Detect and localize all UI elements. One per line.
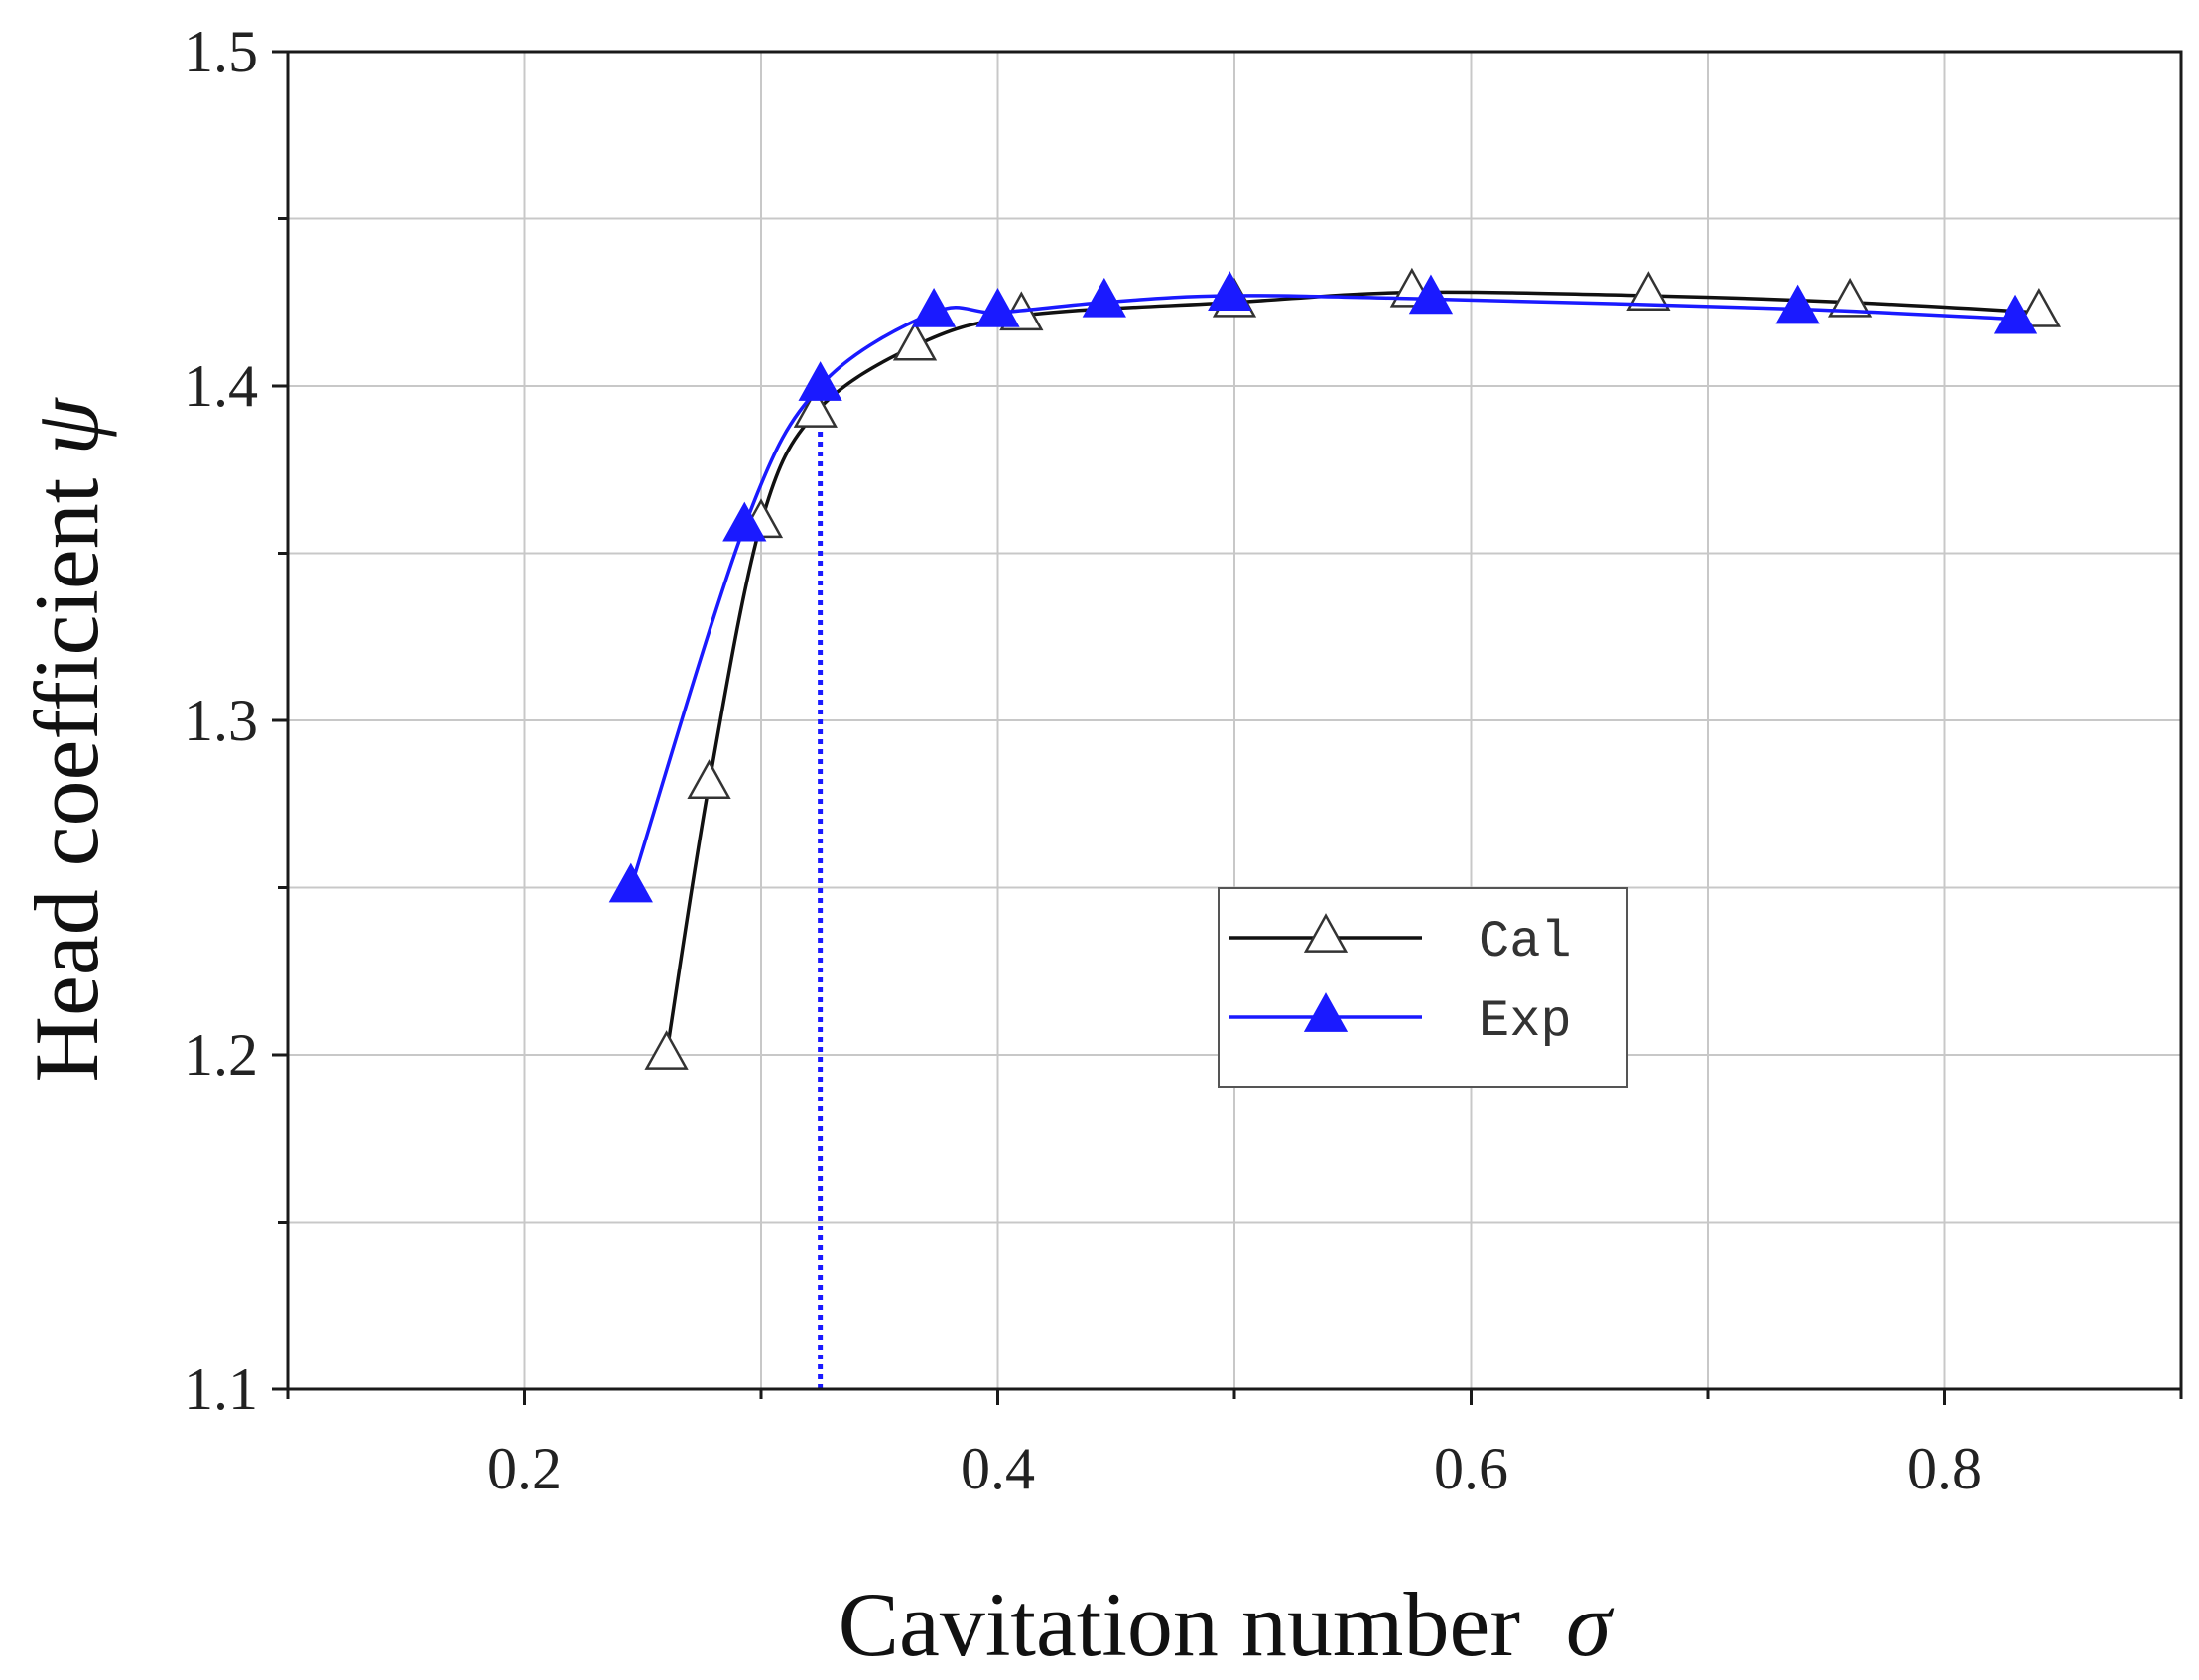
y-axis-title: Head coefficient ψ (16, 397, 117, 1083)
data-point-exp (911, 287, 957, 327)
y-tick-label: 1.3 (184, 688, 258, 753)
x-tick-label: 0.4 (961, 1436, 1035, 1501)
data-point-cal (1827, 277, 1873, 318)
y-tick-label: 1.1 (184, 1357, 258, 1422)
data-point-exp (1082, 277, 1126, 318)
data-point-cal (892, 321, 938, 361)
legend: Cal Exp (1218, 887, 1628, 1088)
data-point-cal (2016, 287, 2062, 327)
legend-box (1218, 887, 1628, 1088)
x-axis-title: Cavitation number σ (839, 1574, 1615, 1675)
legend-label-exp: Exp (1479, 992, 1572, 1051)
y-tick-label: 1.5 (184, 19, 258, 84)
data-point-cal (793, 388, 838, 428)
x-tick-label: 0.6 (1434, 1436, 1508, 1501)
x-tick-label: 0.2 (487, 1436, 562, 1501)
data-point-exp (722, 501, 767, 542)
data-point-exp (1993, 294, 2038, 334)
x-axis-title-text: Cavitation number (839, 1574, 1566, 1675)
data-point-cal (687, 759, 731, 799)
series-line-exp (629, 294, 2016, 889)
legend-marker-cal (1303, 913, 1349, 953)
data-point-cal (644, 1030, 689, 1070)
x-tick-label: 0.8 (1907, 1436, 1982, 1501)
series-line-cal (664, 290, 2039, 1056)
data-point-exp (798, 361, 842, 401)
series-group (608, 267, 2062, 1070)
data-point-exp (1208, 271, 1252, 311)
data-point-exp (1408, 274, 1454, 315)
y-axis-symbol: ψ (16, 397, 117, 455)
axis-titles: Cavitation number σ Head coefficient ψ (16, 397, 1615, 1675)
data-point-exp (1775, 284, 1820, 324)
data-point-cal (1626, 271, 1671, 311)
data-point-exp (975, 287, 1020, 327)
x-axis-symbol: σ (1566, 1574, 1615, 1675)
y-tick-label: 1.4 (184, 353, 258, 419)
legend-label-cal: Cal (1479, 913, 1572, 971)
grid-lines (288, 52, 2181, 1389)
data-point-exp (608, 862, 653, 903)
y-tick-label: 1.2 (184, 1022, 258, 1088)
legend-marker-exp (1303, 992, 1349, 1032)
y-axis-title-text: Head coefficient (16, 455, 117, 1083)
axes: 0.2 0.4 0.6 0.8 1.1 1.2 1.3 1.4 1.5 (184, 19, 2183, 1501)
